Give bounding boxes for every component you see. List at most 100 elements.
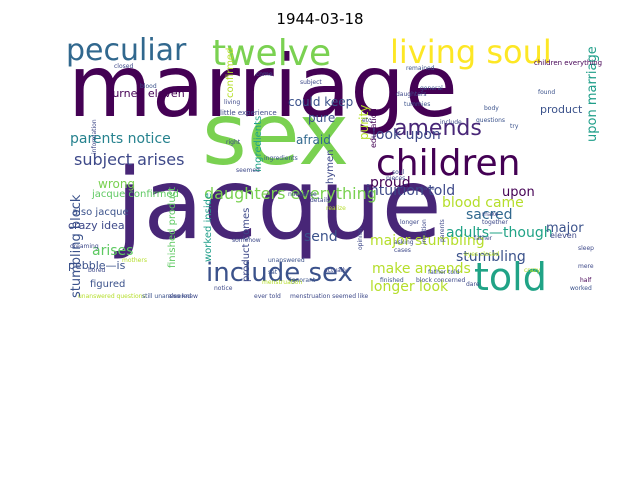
cloud-word: eleven <box>550 231 577 240</box>
cloud-word: pebble—is <box>68 259 126 272</box>
cloud-word: daughters <box>396 91 427 98</box>
cloud-word: still unanswered <box>142 293 192 300</box>
cloud-word: details <box>310 197 330 204</box>
cloud-word: intuition told <box>366 183 456 199</box>
cloud-word: finished product <box>167 186 178 268</box>
cloud-word: dreaming <box>70 243 99 250</box>
cloud-word: include sex <box>206 258 353 288</box>
cloud-word: worked inside <box>203 192 214 262</box>
cloud-word: unanswered questions <box>78 293 146 300</box>
cloud-word: also jacque <box>72 207 129 218</box>
cloud-word: father <box>474 235 493 242</box>
cloud-word: ingredients <box>253 115 264 172</box>
cloud-word: finished <box>380 277 404 284</box>
cloud-word: peculiar <box>66 36 187 68</box>
cloud-word: crazy <box>524 267 541 274</box>
cloud-word: closed <box>114 63 134 70</box>
cloud-word: told <box>474 255 547 299</box>
cloud-word: longer look <box>370 279 449 295</box>
cloud-word: pure <box>308 111 336 125</box>
cloud-word: turned eleven <box>108 87 185 100</box>
cloud-word: twelve <box>212 36 332 74</box>
cloud-word: crazy idea <box>68 219 125 232</box>
cloud-word: amends <box>394 116 482 141</box>
cloud-word: living <box>224 99 241 106</box>
cloud-word: asking <box>394 239 414 246</box>
cloud-word: sacred <box>466 207 513 223</box>
cloud-word: wrong <box>98 177 136 191</box>
cloud-word: marriage <box>68 37 458 137</box>
cloud-word: little experience <box>220 109 277 117</box>
cloud-word: menstruation seemed like <box>290 293 369 300</box>
cloud-word: figured <box>90 279 126 290</box>
cloud-word: confirmed <box>225 47 236 98</box>
cloud-word: etc. <box>362 117 374 124</box>
cloud-word: worked <box>570 285 592 292</box>
cloud-word: could keep <box>288 95 354 109</box>
cloud-word: father told <box>428 269 460 276</box>
cloud-word: gave <box>420 185 435 192</box>
cloud-word: body <box>484 105 499 112</box>
cloud-word: living soul <box>390 36 552 71</box>
cloud-word: upon <box>502 185 535 200</box>
cloud-word: bored <box>88 267 106 274</box>
figure-title: 1944-03-18 <box>276 10 364 28</box>
cloud-word: longer <box>400 219 420 226</box>
cloud-word: blood came <box>442 195 524 211</box>
word-cloud: marriage jacque sex told children twelve… <box>64 36 608 300</box>
cloud-word: subject arises <box>74 150 185 169</box>
cloud-word: sleep <box>578 245 594 252</box>
cloud-word: blood <box>140 83 157 90</box>
cloud-word: cases <box>394 247 411 254</box>
cloud-word: soul <box>392 169 405 176</box>
cloud-word: stumbling <box>456 249 526 265</box>
cloud-word: daughters everything <box>204 184 377 203</box>
cloud-word: pieces <box>386 175 406 182</box>
cloud-word: sat <box>268 269 278 276</box>
cloud-word: make <box>482 211 499 218</box>
cloud-word: children everything <box>534 59 603 67</box>
cloud-word: ever told <box>254 293 281 300</box>
cloud-word: afraid <box>296 133 331 147</box>
cloud-word: product <box>540 103 583 116</box>
cloud-word: subject <box>300 79 322 86</box>
cloud-word: children <box>376 143 521 184</box>
cloud-word: mere <box>578 263 594 270</box>
cloud-word: come <box>256 71 273 78</box>
cloud-word: mothers <box>122 257 147 264</box>
cloud-word: remained <box>406 65 435 72</box>
cloud-word: product comes <box>241 207 252 282</box>
cloud-word: general <box>420 85 443 92</box>
cloud-word: education <box>369 108 378 148</box>
cloud-word: include <box>440 119 462 126</box>
cloud-word: make amends <box>372 261 471 277</box>
cloud-word: notice <box>214 285 233 292</box>
cloud-word: send <box>304 229 338 245</box>
cloud-word: right <box>226 139 241 146</box>
cloud-word: major stumbling <box>370 233 485 249</box>
cloud-word: arises <box>92 243 134 259</box>
cloud-word: menstruation <box>262 279 303 286</box>
cloud-word: jacque confirmed <box>92 189 179 200</box>
cloud-word: adults—though <box>446 225 553 241</box>
cloud-word: parents notice <box>70 131 171 147</box>
cloud-word: half <box>580 277 592 284</box>
cloud-word: actually <box>324 267 348 274</box>
cloud-word: also knew <box>168 293 198 300</box>
cloud-word: hymen <box>325 149 336 185</box>
cloud-word: eyes closed <box>464 251 500 258</box>
cloud-word: major <box>546 221 584 236</box>
cloud-word: ingredients <box>264 155 298 162</box>
cloud-word: information <box>91 119 98 154</box>
cloud-word: nonsense <box>288 191 317 198</box>
cloud-word: look upon <box>372 127 441 143</box>
cloud-word: try <box>510 123 519 130</box>
cloud-word: parents <box>439 219 446 242</box>
cloud-word: seemed <box>236 167 260 174</box>
cloud-word: opinion <box>357 227 364 250</box>
cloud-word: sex <box>202 85 350 185</box>
cloud-word: questions <box>476 117 506 124</box>
cloud-word: realize <box>326 205 346 212</box>
cloud-word: found <box>538 89 556 96</box>
cloud-word: somehow <box>232 237 261 244</box>
